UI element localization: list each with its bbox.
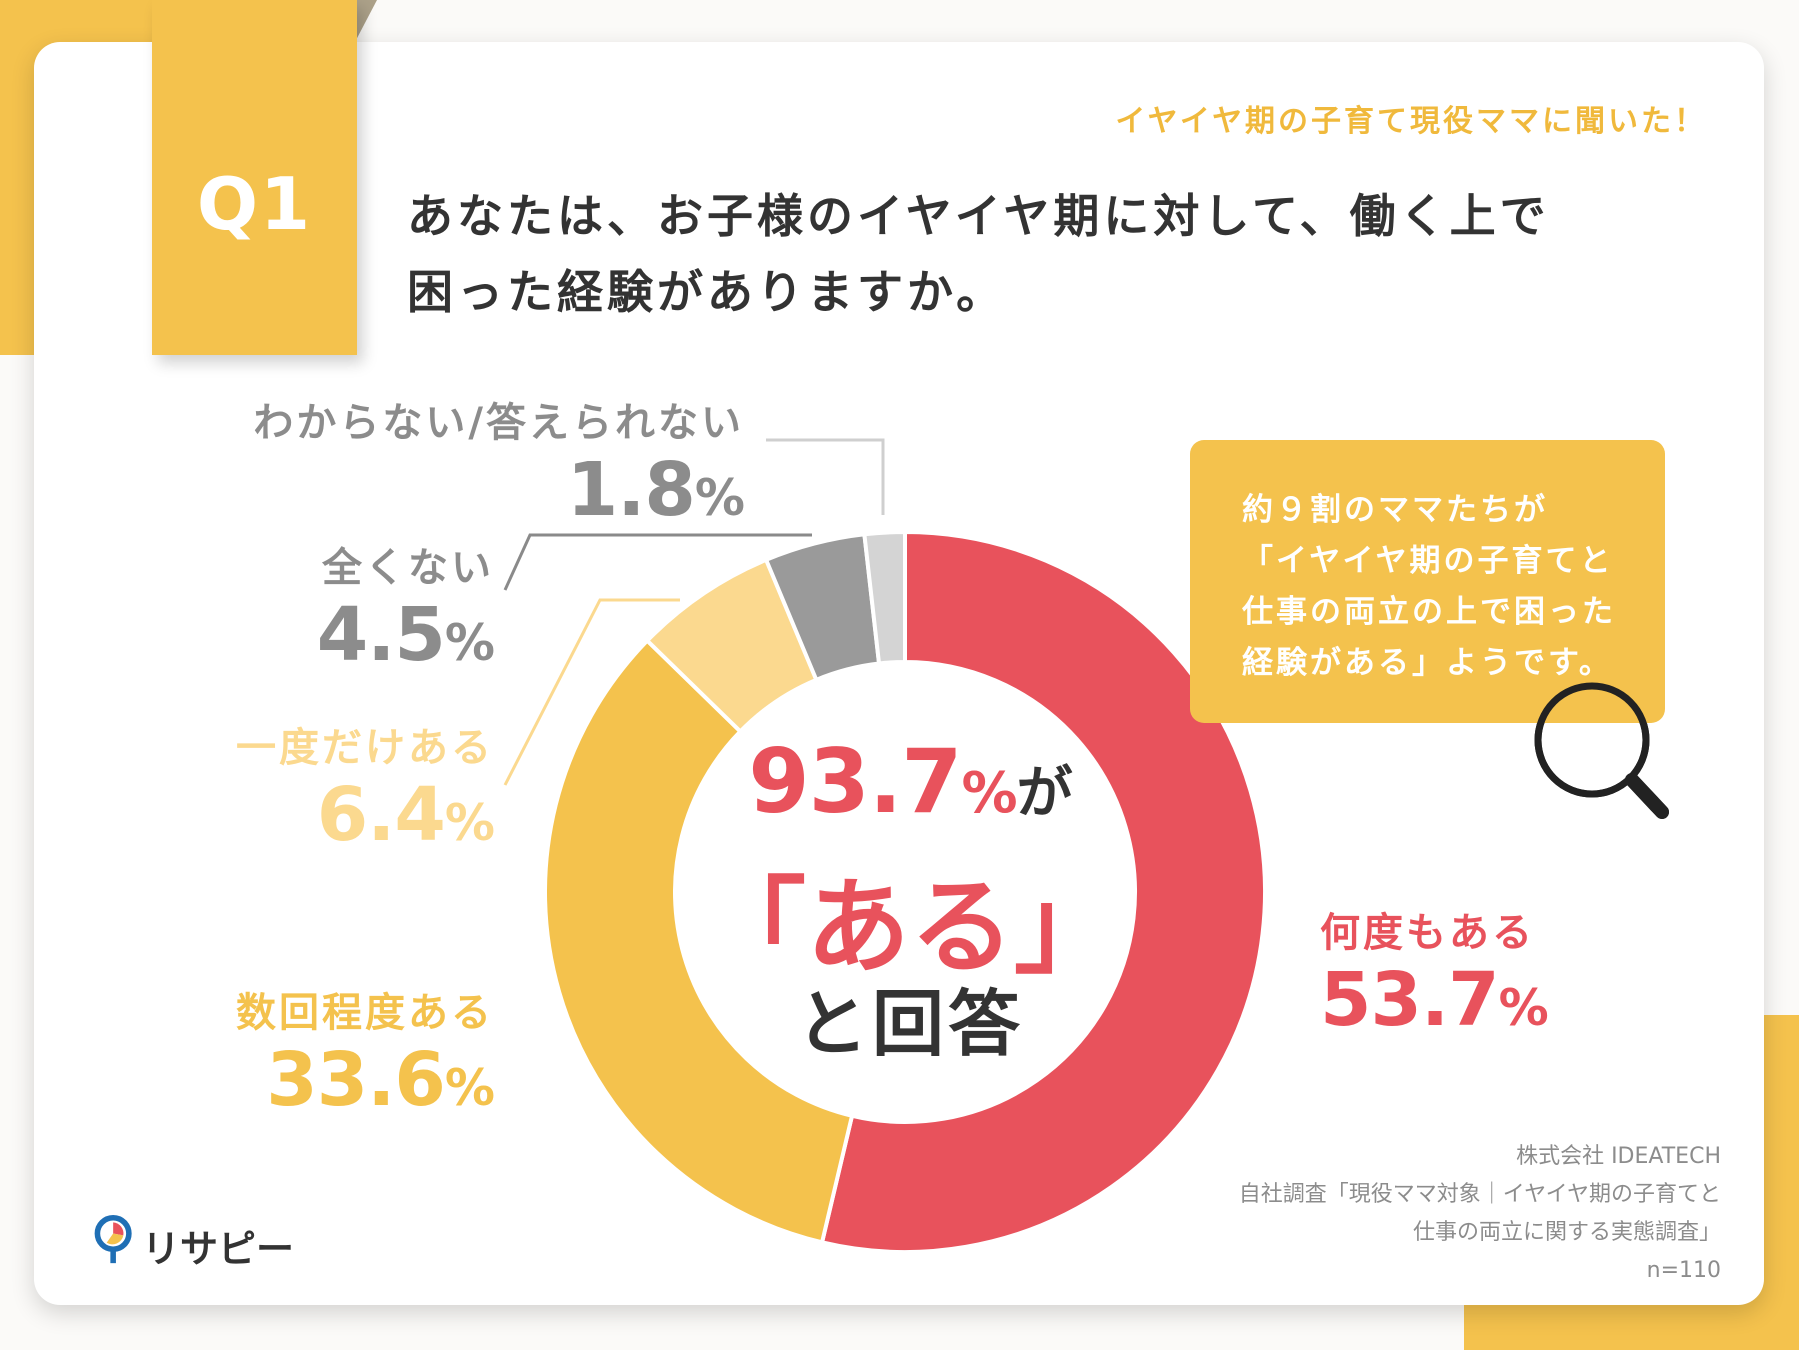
question-line-2: 困った経験がありますか。	[407, 265, 1007, 319]
label-many: 何度もある 53.7%	[1320, 900, 1549, 1050]
donut-slice-1	[542, 637, 855, 1245]
center-total-value: 93.7	[748, 730, 962, 833]
center-total-unit: %	[961, 761, 1018, 826]
label-unknown: わからない/答えられない 1.8%	[253, 390, 745, 540]
label-unknown-name: わからない/答えられない	[253, 400, 744, 446]
decor-fold	[355, 0, 377, 42]
label-once-name: 一度だけある	[236, 725, 494, 771]
label-never-value: 4.5%	[316, 592, 495, 678]
brand-logo-icon	[94, 1215, 132, 1264]
leader-lines	[503, 438, 885, 786]
sample-size: n=110	[1646, 1258, 1721, 1283]
callout-line-3: 仕事の両立の上で困った	[1242, 594, 1616, 630]
center-suffix: と回答	[795, 982, 1024, 1066]
label-once: 一度だけある 6.4%	[236, 715, 495, 865]
question-badge: Q1	[152, 0, 357, 355]
question-line-1: あなたは、お子様のイヤイヤ期に対して、働く上で	[407, 189, 1550, 243]
label-unknown-value: 1.8%	[566, 447, 745, 533]
callout-line-1: 約９割のママたちが	[1242, 492, 1548, 528]
center-answer: 「ある」	[701, 866, 1118, 988]
leader-line-once	[503, 598, 680, 786]
question-number: Q1	[196, 162, 313, 246]
label-many-value: 53.7%	[1320, 957, 1549, 1043]
brand-logo-text: リサピー	[142, 1227, 295, 1271]
label-several-value: 33.6%	[266, 1037, 495, 1123]
label-once-value: 6.4%	[316, 772, 495, 858]
donut-slices	[542, 529, 1267, 1254]
callout-box: 約９割のママたちが 「イヤイヤ期の子育てと 仕事の両立の上で困った 経験がある」…	[1190, 440, 1665, 723]
label-many-name: 何度もある	[1320, 910, 1535, 956]
label-never: 全くない 4.5%	[316, 535, 495, 685]
label-several: 数回程度ある 33.6%	[236, 980, 495, 1130]
label-several-name: 数回程度ある	[236, 990, 494, 1036]
source-survey-1: 自社調査「現役ママ対象｜イヤイヤ期の子育てと	[1238, 1182, 1721, 1207]
question-text: あなたは、お子様のイヤイヤ期に対して、働く上で 困った経験がありますか。	[407, 178, 1657, 330]
label-never-name: 全くない	[322, 545, 494, 591]
source-note: 株式会社 IDEATECH 自社調査「現役ママ対象｜イヤイヤ期の子育てと 仕事の…	[1239, 1138, 1721, 1290]
source-company: 株式会社 IDEATECH	[1516, 1144, 1721, 1169]
donut-slice-4	[862, 529, 907, 666]
callout-line-2: 「イヤイヤ期の子育てと	[1242, 543, 1614, 579]
leader-line-unknown	[766, 438, 885, 515]
source-survey-2: 仕事の両立に関する実態調査」	[1412, 1220, 1721, 1245]
center-particle: が	[1016, 761, 1073, 826]
survey-subtitle: イヤイヤ期の子育て現役ママに聞いた！	[1115, 104, 1707, 139]
leader-line-never	[503, 533, 812, 591]
center-total: 93.7%が	[700, 730, 1120, 833]
callout-line-4: 経験がある」ようです。	[1242, 645, 1613, 681]
